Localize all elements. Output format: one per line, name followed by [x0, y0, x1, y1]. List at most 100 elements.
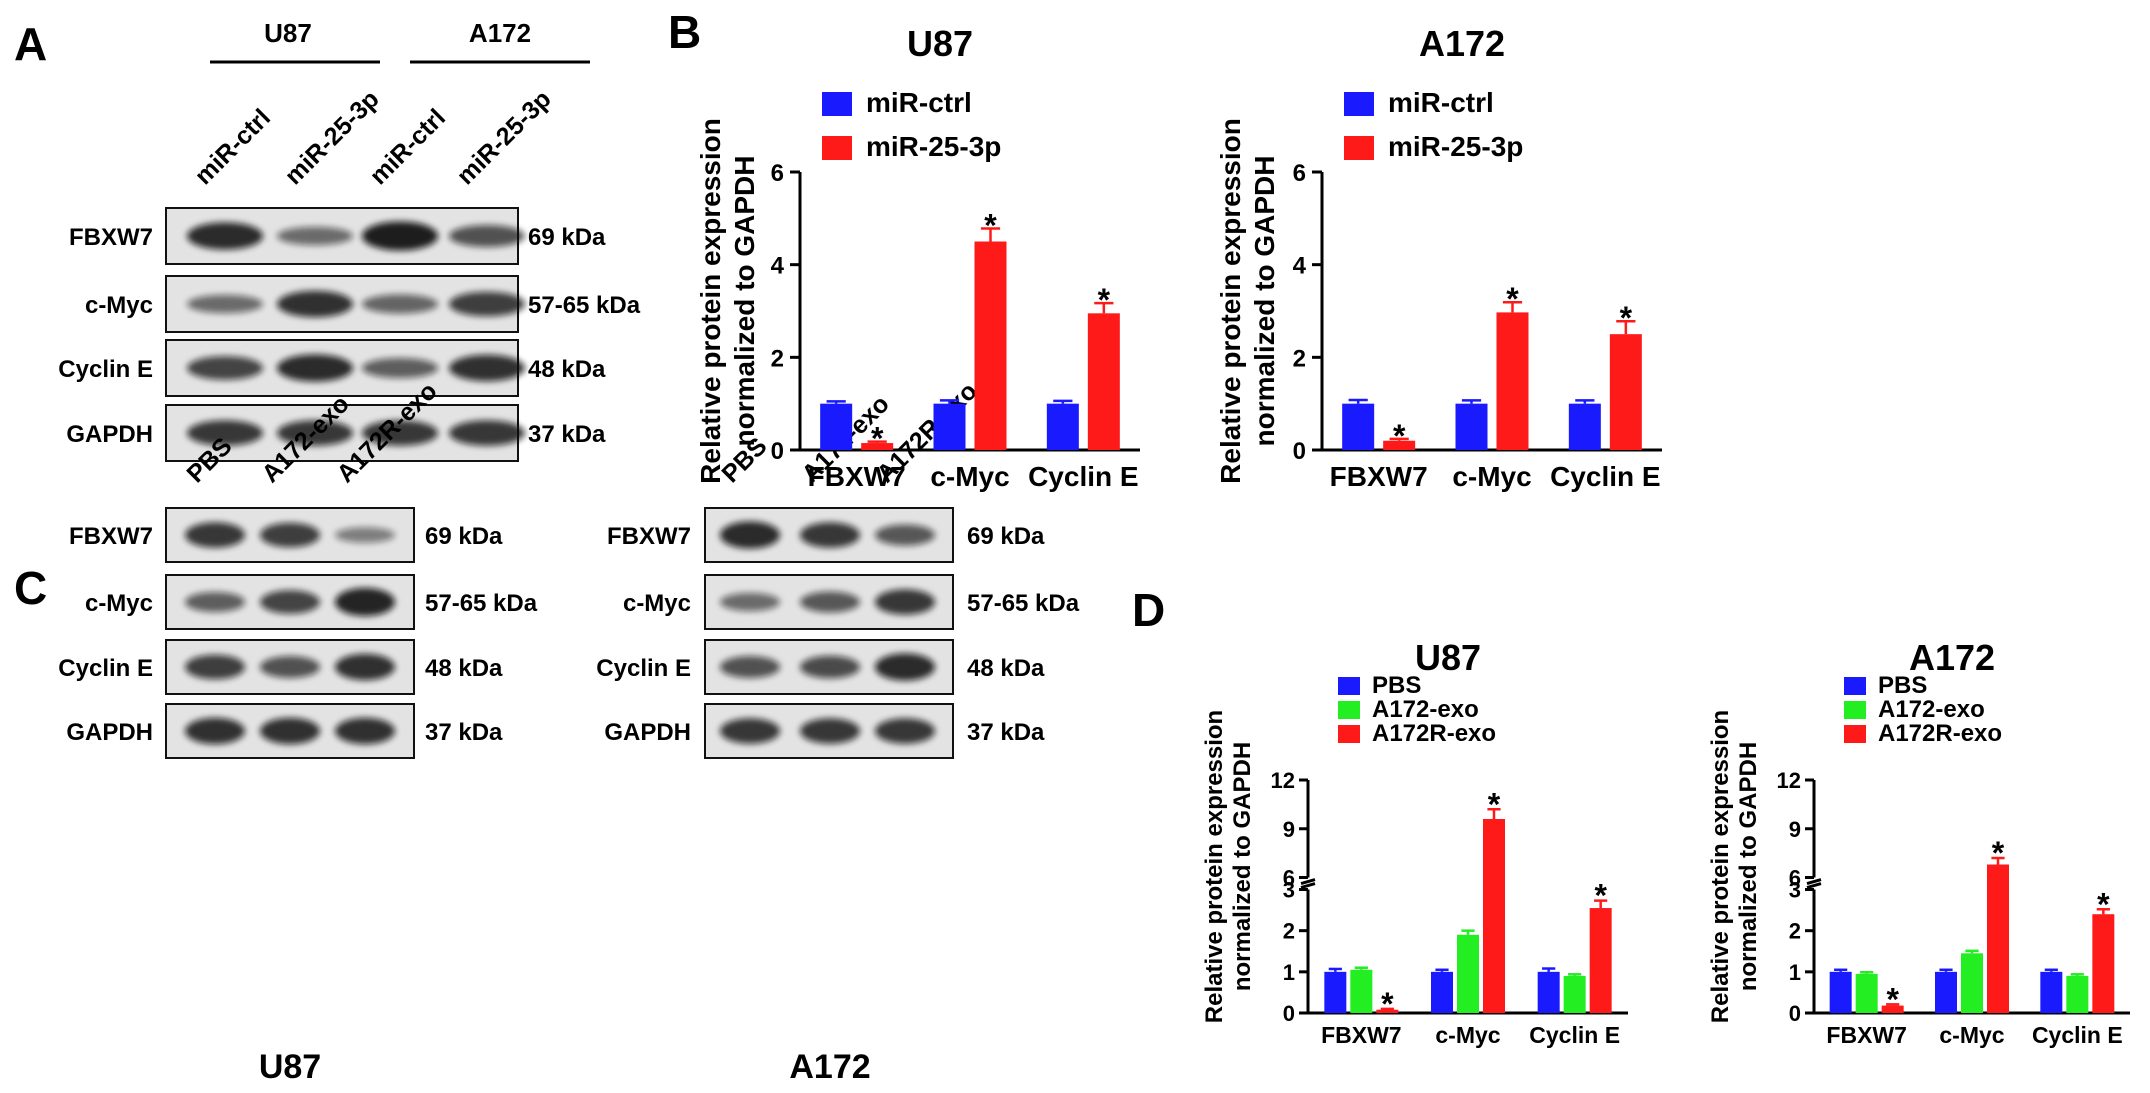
- band: [335, 717, 395, 745]
- y-tick-label: 6: [1283, 866, 1295, 891]
- legend-label-pbs: PBS: [1878, 672, 1927, 699]
- legend-swatch-pbs: [1844, 677, 1866, 695]
- band: [875, 524, 935, 546]
- significance-star: *: [1488, 786, 1501, 822]
- group-label-a172: A172: [469, 18, 531, 48]
- kda-label: 57-65 kDa: [425, 590, 538, 617]
- kda-label: 37 kDa: [528, 421, 606, 448]
- panel-letter-c: C: [14, 562, 47, 614]
- category-label-fbxw7: FBXW7: [1826, 1022, 1907, 1048]
- y-axis-label-line: Relative protein expression: [1201, 710, 1228, 1023]
- category-label-c-myc: c-Myc: [1452, 461, 1531, 492]
- row-label: Cyclin E: [596, 655, 691, 682]
- blot-rows-a: FBXW7 69 kDa c-Myc 57-65 kDa Cyclin E 48 kDa G…: [58, 207, 641, 462]
- blot-row-c-myc: c-Myc 57-65 kDa: [623, 574, 1080, 630]
- bar-a172-exo-cyclin-e: [2066, 975, 2089, 1013]
- chart-b-a172: A172 miR-ctrl miR-25-3p Relative protein ex…: [1215, 23, 1662, 492]
- panel-letter-d: D: [1132, 584, 1165, 636]
- kda-label: 69 kDa: [425, 523, 503, 550]
- row-label: c-Myc: [85, 292, 153, 319]
- y-tick-label: 2: [1283, 919, 1295, 944]
- band: [875, 653, 935, 681]
- blot-row-c-myc: c-Myc 57-65 kDa: [85, 275, 641, 333]
- category-label-cyclin-e: Cyclin E: [2032, 1022, 2123, 1048]
- y-tick-label: 1: [1283, 960, 1295, 985]
- row-label: Cyclin E: [58, 655, 153, 682]
- panel-letter-b: B: [668, 6, 701, 58]
- band: [260, 656, 320, 678]
- significance-star: *: [1098, 282, 1111, 318]
- category-label-cyclin-e: Cyclin E: [1028, 461, 1138, 492]
- bar-mir-ctrl-cyclin-e: [1568, 403, 1601, 450]
- chart-title: A172: [1419, 23, 1505, 64]
- band: [362, 420, 438, 446]
- legend-swatch-a172r-exo: [1844, 725, 1866, 743]
- blot-row-cyclin-e: Cyclin E 48 kDa: [58, 339, 606, 397]
- band: [277, 420, 353, 446]
- kda-label: 37 kDa: [425, 719, 503, 746]
- kda-label: 69 kDa: [528, 224, 606, 251]
- bar-pbs-cyclin-e: [1537, 971, 1560, 1013]
- band: [449, 354, 525, 382]
- y-tick-label: 0: [1789, 1001, 1801, 1026]
- category-label-cyclin-e: Cyclin E: [1529, 1022, 1620, 1048]
- bar-a172-exo-fbxw7: [1350, 969, 1373, 1013]
- panel-letter-a: A: [14, 18, 47, 70]
- bar-pbs-cyclin-e: [2040, 971, 2063, 1013]
- category-label-fbxw7: FBXW7: [1330, 461, 1428, 492]
- y-tick-label: 4: [771, 253, 785, 280]
- bar-mir-ctrl-c-myc: [1455, 403, 1488, 450]
- kda-label: 69 kDa: [967, 523, 1045, 550]
- y-tick-label: 1: [1789, 960, 1801, 985]
- significance-star: *: [871, 421, 884, 457]
- band: [185, 522, 245, 548]
- lane-label-mir-ctrl: miR-ctrl: [364, 104, 451, 191]
- bar-a172r-exo-cyclin-e: [1589, 908, 1612, 1013]
- band: [277, 226, 353, 246]
- band: [277, 354, 353, 382]
- band: [800, 522, 860, 548]
- band: [800, 591, 860, 613]
- bar-a172r-exo-c-myc: [1483, 819, 1505, 1013]
- blot-row-fbxw7: FBXW7 69 kDa: [69, 507, 503, 563]
- group-label-u87: U87: [264, 18, 312, 48]
- axis-break-mark: [1300, 882, 1316, 889]
- y-tick-label: 4: [1293, 253, 1307, 280]
- chart-title: U87: [1415, 637, 1481, 678]
- bar-a172r-exo-c-myc: [1987, 864, 2009, 1013]
- category-label-fbxw7: FBXW7: [808, 461, 906, 492]
- band: [187, 420, 263, 446]
- band: [362, 221, 438, 251]
- band: [335, 527, 395, 543]
- kda-label: 57-65 kDa: [528, 292, 641, 319]
- bar-mir-25-3p-cyclin-e: [1609, 334, 1642, 450]
- y-axis-label-line: normalized to GAPDH: [1229, 742, 1256, 991]
- blot-row-c-myc: c-Myc 57-65 kDa: [85, 574, 538, 630]
- bar-mir-ctrl-fbxw7: [820, 403, 853, 450]
- row-label: GAPDH: [66, 421, 153, 448]
- band: [335, 653, 395, 681]
- band: [187, 222, 263, 250]
- chart-b-u87: U87 miR-ctrl miR-25-3p Relative protein exp…: [695, 23, 1140, 492]
- y-axis-label-line: normalized to GAPDH: [729, 156, 760, 447]
- y-tick-label: 2: [1293, 345, 1306, 372]
- legend-label-a172r-exo: A172R-exo: [1878, 720, 2002, 747]
- y-tick-label: 2: [771, 345, 784, 372]
- legend-label-a172r-exo: A172R-exo: [1372, 720, 1496, 747]
- band: [185, 654, 245, 680]
- bar-pbs-c-myc: [1935, 971, 1957, 1013]
- band: [187, 294, 263, 314]
- band: [720, 718, 780, 744]
- kda-label: 37 kDa: [967, 719, 1045, 746]
- row-label: c-Myc: [623, 590, 691, 617]
- kda-label: 48 kDa: [425, 655, 503, 682]
- axis-break-mark: [1806, 878, 1822, 885]
- y-tick-label: 2: [1789, 919, 1801, 944]
- lane-label-mir-25-3p: miR-25-3p: [451, 85, 556, 190]
- blot-row-fbxw7: FBXW7 69 kDa: [607, 507, 1045, 563]
- y-axis-label-line: Relative protein expression: [1215, 118, 1246, 484]
